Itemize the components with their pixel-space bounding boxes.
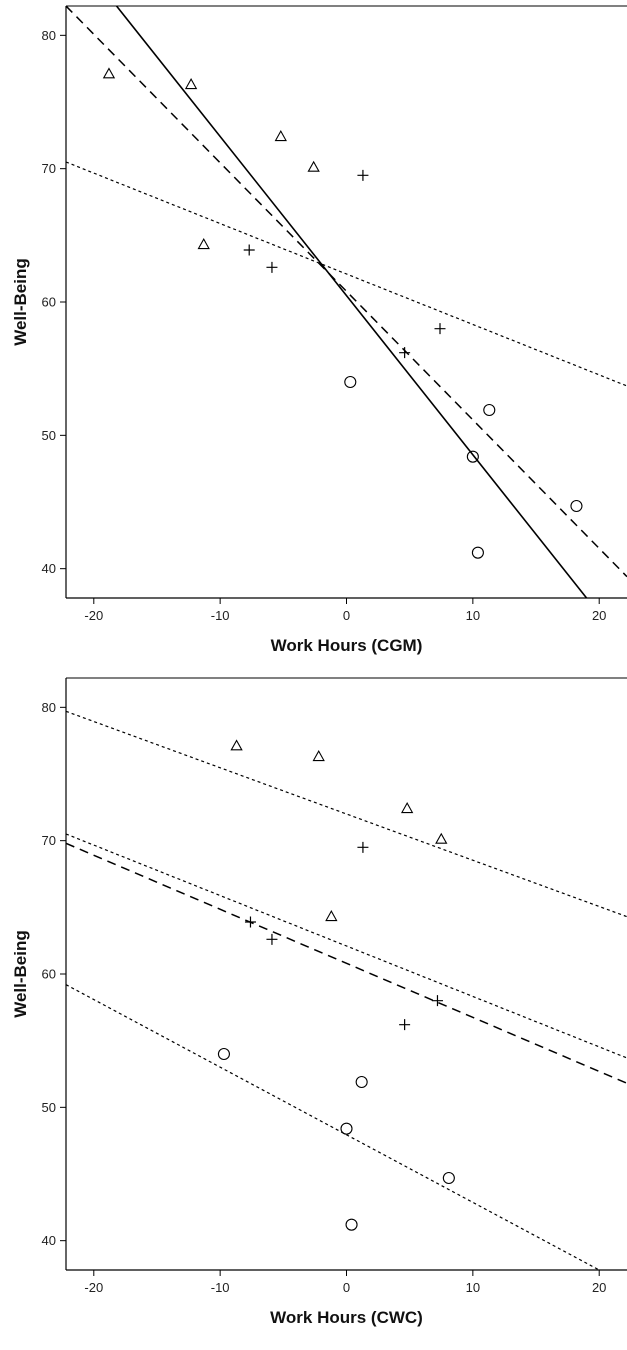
scatter-chart-cgm: 40 50 60 70 80 -20 -10 0 10 20 Work Hours (CGM) Wel… xyxy=(11,5,627,655)
circle-marker xyxy=(355,1075,368,1089)
regression-line-dotted xyxy=(66,710,627,918)
triangle-marker xyxy=(197,238,210,250)
regression-lines xyxy=(66,6,627,598)
plus-marker xyxy=(357,841,369,853)
x-axis-title: Work Hours (CWC) xyxy=(270,1308,423,1327)
circle-marker xyxy=(442,1171,455,1185)
x-tick-label: 10 xyxy=(466,1280,480,1295)
circle-marker xyxy=(570,499,583,513)
x-axis-title: Work Hours (CGM) xyxy=(271,636,423,655)
y-axis-title: Well-Being xyxy=(11,258,30,346)
plus-marker xyxy=(243,244,255,256)
scatter-chart-cwc: 40 50 60 70 80 -20 -10 0 10 20 Work Hours (CWC) Wel… xyxy=(11,677,627,1327)
plus-marker xyxy=(266,261,278,273)
x-tick-label: 0 xyxy=(343,608,350,623)
y-axis-title: Well-Being xyxy=(11,930,30,1018)
plus-marker xyxy=(266,933,278,945)
circle-marker xyxy=(471,546,484,559)
triangle-marker xyxy=(325,910,338,922)
x-tick-label: 0 xyxy=(343,1280,350,1295)
y-tick-label: 70 xyxy=(42,161,56,176)
triangle-marker xyxy=(307,160,320,172)
circle-marker xyxy=(466,450,479,463)
circle-marker xyxy=(340,1122,353,1135)
y-tick-label: 40 xyxy=(42,561,56,576)
triangle-marker xyxy=(400,802,414,814)
y-tick-label: 40 xyxy=(42,1233,56,1248)
y-tick-label: 60 xyxy=(42,295,56,310)
y-tick-label: 80 xyxy=(42,28,56,43)
regression-line-dashed xyxy=(66,6,627,578)
top-chart-panel: 40 50 60 70 80 -20 -10 0 10 20 Work Hours (CGM) Wel… xyxy=(0,0,627,670)
plus-marker xyxy=(244,916,256,928)
y-tick-label: 70 xyxy=(42,833,56,848)
triangle-marker xyxy=(230,739,243,751)
regression-line-dotted xyxy=(66,833,627,1059)
y-tick-label: 50 xyxy=(42,1100,56,1115)
regression-line-dotted xyxy=(66,984,600,1270)
circle-marker xyxy=(217,1047,230,1061)
triangle-marker xyxy=(274,130,287,142)
plus-marker xyxy=(431,995,443,1007)
triangle-marker xyxy=(435,832,448,844)
plus-marker xyxy=(357,169,369,181)
triangle-marker xyxy=(312,750,325,762)
x-tick-label: -20 xyxy=(84,1280,103,1295)
x-tick-label: -10 xyxy=(211,608,230,623)
circle-marker xyxy=(345,1218,358,1231)
y-tick-label: 50 xyxy=(42,428,56,443)
y-tick-label: 60 xyxy=(42,967,56,982)
x-tick-label: -20 xyxy=(84,608,103,623)
plus-marker xyxy=(399,347,411,359)
plus-marker xyxy=(434,323,446,335)
regression-line-dashed xyxy=(66,842,627,1085)
x-tick-label: -10 xyxy=(211,1280,230,1295)
triangle-marker xyxy=(184,78,198,90)
regression-line-solid xyxy=(115,6,588,598)
plus-marker xyxy=(399,1019,411,1031)
circle-marker xyxy=(344,375,357,389)
regression-lines xyxy=(66,710,627,1270)
bottom-chart-panel: 40 50 60 70 80 -20 -10 0 10 20 Work Hours (CWC) Wel… xyxy=(0,672,627,1342)
regression-line-dotted xyxy=(66,161,627,387)
triangle-marker xyxy=(102,67,116,79)
y-tick-label: 80 xyxy=(42,700,56,715)
x-tick-label: 10 xyxy=(466,608,480,623)
circle-marker xyxy=(483,403,496,417)
x-tick-label: 20 xyxy=(592,1280,606,1295)
x-tick-label: 20 xyxy=(592,608,606,623)
